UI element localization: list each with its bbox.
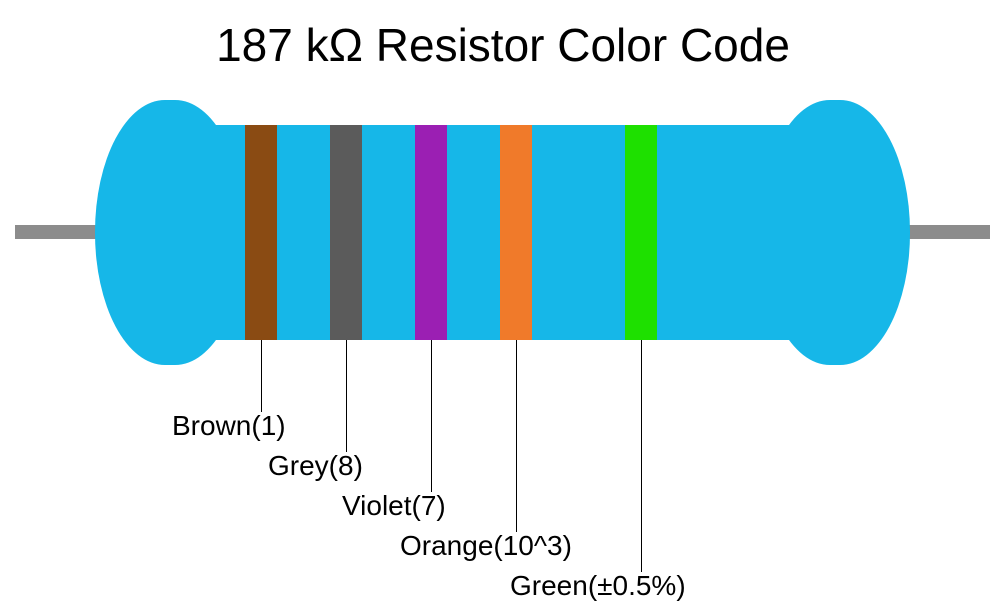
resistor-diagram: { "title": { "text": "187 kΩ Resistor Co… [0, 0, 1006, 607]
band-2-leader [346, 340, 347, 452]
band-1-leader [261, 340, 262, 412]
band-1-label: Brown(1) [172, 410, 286, 442]
band-5-label: Green(±0.5%) [510, 570, 686, 602]
band-3 [415, 125, 447, 340]
band-5-leader [641, 340, 642, 572]
band-2 [330, 125, 362, 340]
diagram-title: 187 kΩ Resistor Color Code [0, 18, 1006, 72]
band-5 [625, 125, 657, 340]
band-4 [500, 125, 532, 340]
band-1 [245, 125, 277, 340]
band-3-label: Violet(7) [342, 490, 446, 522]
band-2-label: Grey(8) [268, 450, 363, 482]
band-4-label: Orange(10^3) [400, 530, 572, 562]
band-3-leader [431, 340, 432, 492]
band-4-leader [516, 340, 517, 532]
